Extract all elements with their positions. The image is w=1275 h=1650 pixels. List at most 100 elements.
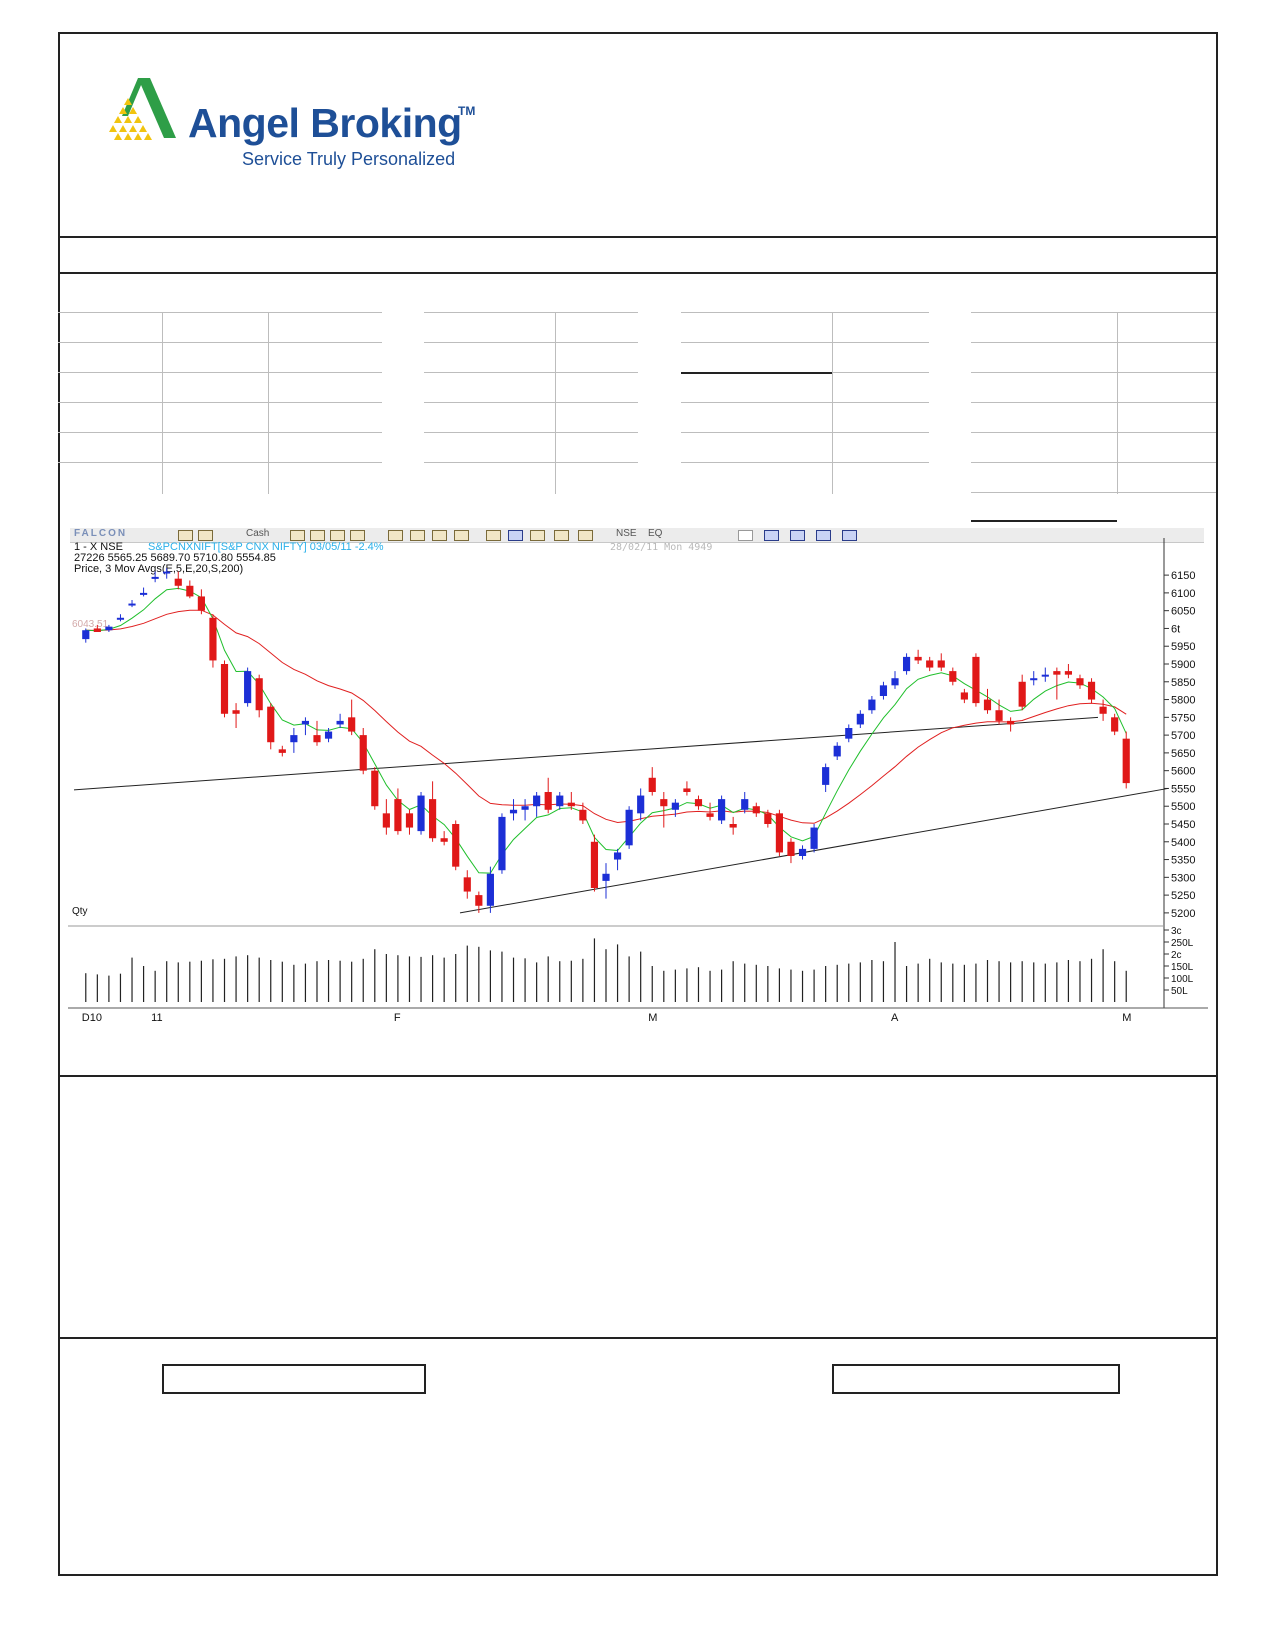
grid-rule <box>971 372 1216 373</box>
candle-body <box>995 710 1003 721</box>
price-tick-label: 5900 <box>1171 659 1195 671</box>
x-axis-label: M <box>1122 1012 1131 1024</box>
candle-body <box>613 852 622 860</box>
tool-icon[interactable] <box>486 530 501 541</box>
candle-body <box>937 660 945 668</box>
ema5-line <box>85 587 1127 874</box>
candle-body <box>475 895 483 906</box>
candle-body <box>902 656 911 672</box>
candle-body <box>139 592 148 595</box>
exchange-label[interactable]: NSE <box>616 528 637 539</box>
chart-divider <box>58 1075 1218 1077</box>
candle-body <box>232 710 240 714</box>
grid-rule <box>681 402 929 403</box>
candle-body <box>879 685 888 696</box>
tool-icon[interactable] <box>310 530 325 541</box>
volume-tick-label: 150L <box>1171 962 1194 973</box>
candle-body <box>648 777 656 792</box>
candle-body <box>151 576 159 579</box>
candle-body <box>278 749 286 753</box>
candle-body <box>405 813 414 828</box>
price-tick-label: 5550 <box>1171 783 1195 795</box>
tool-icon[interactable] <box>530 530 545 541</box>
cursor-readout: 28/02/11 Mon 4949 <box>610 542 713 553</box>
candle-body <box>371 770 379 807</box>
brand-tagline: Service Truly Personalized <box>242 149 456 169</box>
header-divider <box>58 236 1218 238</box>
candle-body <box>949 671 957 682</box>
grid-col-rule <box>162 312 163 494</box>
grid-col-rule <box>1117 312 1118 494</box>
grid-rule <box>971 312 1216 313</box>
candle-body <box>718 799 726 821</box>
grid-rule <box>58 402 382 403</box>
candle-body <box>197 596 205 611</box>
x-axis-label: D10 <box>82 1012 102 1024</box>
x-axis-label: A <box>891 1012 899 1024</box>
candle-body <box>509 809 518 814</box>
candle-body <box>1007 720 1015 725</box>
candle-body <box>1122 738 1130 784</box>
candle-body <box>602 873 610 881</box>
grid-rule <box>424 432 638 433</box>
chart-tool-icon[interactable] <box>432 530 447 541</box>
chart-symbol: S&PCNXNIFT[S&P CNX NIFTY] 03/05/11 -2.4% <box>148 541 384 553</box>
candle-body <box>556 795 564 807</box>
volume-tick-label: 2c <box>1171 950 1182 961</box>
grid-rule-emphasis <box>971 520 1117 522</box>
grid-rule <box>58 462 382 463</box>
tool-icon[interactable] <box>330 530 345 541</box>
tool-icon[interactable] <box>198 530 213 541</box>
trademark-mark: TM <box>458 104 476 118</box>
segment-label[interactable]: EQ <box>648 528 663 539</box>
candle-body <box>336 720 344 725</box>
price-tick-label: 5350 <box>1171 855 1195 867</box>
window-icon[interactable] <box>764 530 779 541</box>
grid-rule <box>424 342 638 343</box>
candle-body <box>660 799 668 807</box>
chart-toolbar: FALCON Cash NSE EQ <box>70 528 1204 543</box>
chart-tool-icon[interactable] <box>454 530 469 541</box>
tool-icon[interactable] <box>554 530 569 541</box>
candle-body <box>1064 671 1073 675</box>
price-tick-label: 5950 <box>1171 641 1195 653</box>
candle-body <box>1041 674 1049 677</box>
grid-rule <box>58 312 382 313</box>
grid-rule <box>971 432 1216 433</box>
candle-body <box>741 799 749 810</box>
save-icon[interactable] <box>508 530 523 541</box>
candle-body <box>1076 678 1084 686</box>
candle-body <box>1030 678 1038 681</box>
candle-body <box>752 806 760 814</box>
sma200-line <box>73 716 1099 791</box>
footer-box-right <box>832 1364 1120 1394</box>
candle-body <box>359 735 367 771</box>
window-icon[interactable] <box>816 530 831 541</box>
volume-tick-label: 100L <box>1171 974 1194 985</box>
candle-body <box>486 873 494 906</box>
candle-body <box>856 713 864 725</box>
cash-label[interactable]: Cash <box>246 528 270 539</box>
grid-tool-icon[interactable] <box>290 530 305 541</box>
volume-tick-label: 50L <box>1171 986 1188 997</box>
grid-rule <box>58 342 382 343</box>
candle-body <box>174 578 182 586</box>
window-icon[interactable] <box>790 530 805 541</box>
tool-icon[interactable] <box>178 530 193 541</box>
page-frame <box>58 32 1218 1576</box>
tool-icon[interactable] <box>350 530 365 541</box>
checkbox-icon[interactable] <box>738 530 753 541</box>
chart-tool-icon[interactable] <box>410 530 425 541</box>
window-icon[interactable] <box>842 530 857 541</box>
candle-body <box>914 656 922 661</box>
grid-rule <box>58 372 382 373</box>
price-tick-label: 5650 <box>1171 748 1195 760</box>
candle-body <box>983 699 992 711</box>
undo-icon[interactable] <box>578 530 593 541</box>
brand-logo: Angel Broking TM Service Truly Personali… <box>108 78 488 178</box>
candle-body <box>671 802 679 810</box>
chart-tool-icon[interactable] <box>388 530 403 541</box>
commentary-divider <box>58 1337 1218 1339</box>
candle-body <box>93 628 101 632</box>
candle-body <box>324 731 333 739</box>
